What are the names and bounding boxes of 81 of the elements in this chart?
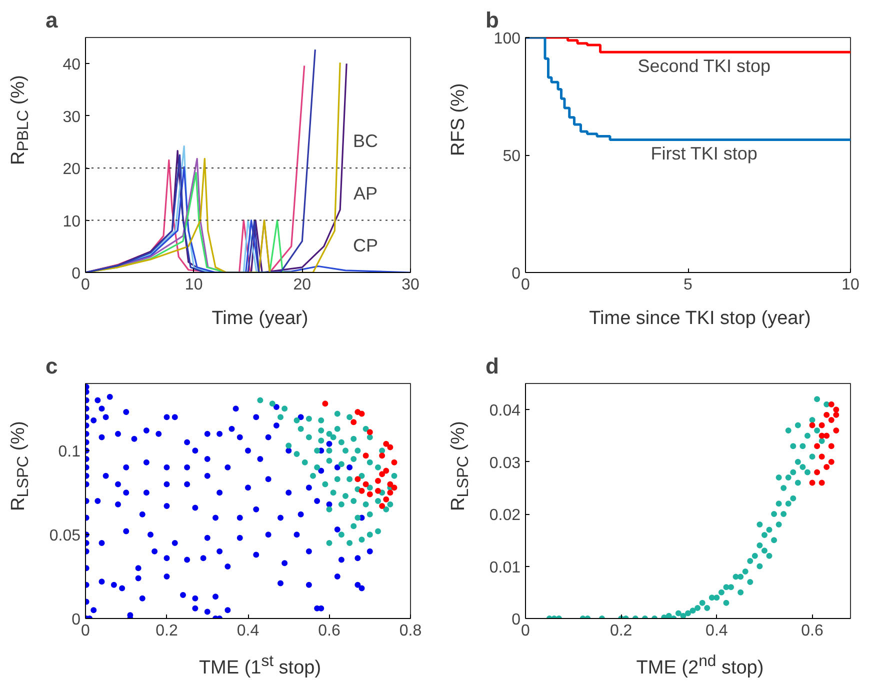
y-tick-label: 0 <box>512 612 521 628</box>
point <box>383 440 390 447</box>
x-tick-label: 5 <box>684 276 693 294</box>
point <box>818 454 825 460</box>
point <box>366 491 373 498</box>
x-axis-title: Time (year) <box>210 307 310 331</box>
x-tick-label: 0.6 <box>318 622 340 640</box>
y-tick-label: 0 <box>72 266 81 282</box>
point <box>379 503 386 510</box>
x-tick-label: 0.4 <box>706 622 728 640</box>
series-label: First TKI stop <box>650 144 758 164</box>
point <box>828 443 834 450</box>
chart-title: d <box>486 354 499 378</box>
chart-title: c <box>46 354 58 378</box>
point <box>828 417 834 424</box>
point <box>387 481 394 488</box>
point <box>350 419 357 426</box>
x-tick-label: 0.2 <box>156 622 178 640</box>
point <box>818 422 825 428</box>
point <box>833 406 840 413</box>
point <box>362 452 369 459</box>
point <box>358 488 365 494</box>
point <box>809 422 816 428</box>
point <box>809 480 816 486</box>
point <box>362 481 369 488</box>
point <box>391 484 398 491</box>
annotation: CP <box>353 236 378 256</box>
point <box>383 468 390 474</box>
y-tick-label: 100 <box>494 30 521 48</box>
y-tick-label: 40 <box>62 56 81 74</box>
x-tick-label: 0.8 <box>399 622 422 640</box>
x-tick-label: 30 <box>402 276 420 294</box>
y-tick-label: 0.03 <box>489 454 521 472</box>
chart-title: b <box>486 8 499 32</box>
y-tick-label: 0 <box>512 266 521 282</box>
y-tick-label: 0.05 <box>49 528 81 545</box>
chart-title: a <box>46 8 58 32</box>
y-tick-label: 0.1 <box>58 444 81 461</box>
point <box>814 469 820 476</box>
x-tick-label: 20 <box>293 276 312 294</box>
y-tick-label: 50 <box>502 148 521 165</box>
y-tick-label: 0.02 <box>489 507 521 524</box>
point <box>824 412 830 418</box>
x-tick-label: 10 <box>842 276 860 294</box>
x-tick-label: 0.2 <box>610 622 632 640</box>
x-tick-label: 10 <box>184 276 203 294</box>
annotation: AP <box>353 183 378 204</box>
y-tick-label: 20 <box>62 161 81 178</box>
y-axis-title: RFS (%) <box>447 82 470 158</box>
point <box>387 444 394 450</box>
x-tick-label: 0.6 <box>801 622 824 640</box>
point <box>383 496 390 502</box>
point <box>387 490 394 496</box>
point <box>379 471 386 478</box>
point <box>833 412 840 418</box>
point <box>814 443 820 450</box>
x-axis-title: Time since TKI stop (year) <box>588 307 812 331</box>
x-axis-title: TME (2$^{nd}$ stop) <box>635 652 765 680</box>
x-axis-title: TME (1$^{st}$ stop) <box>198 652 322 680</box>
annotation: BC <box>353 131 378 152</box>
y-tick-label: 0 <box>72 612 81 628</box>
point <box>375 488 381 494</box>
point <box>354 476 361 482</box>
x-tick-label: 0.4 <box>236 622 260 640</box>
point <box>391 459 398 466</box>
point <box>828 401 834 408</box>
point <box>366 429 373 436</box>
series-label: Second TKI stop <box>638 56 770 76</box>
y-tick-label: 30 <box>62 108 81 126</box>
y-tick-label: 10 <box>62 213 81 230</box>
point <box>358 410 365 417</box>
point <box>818 480 825 486</box>
point <box>379 452 386 459</box>
point <box>824 432 830 439</box>
point <box>375 478 381 484</box>
point <box>833 428 840 434</box>
y-tick-label: 0.04 <box>489 402 521 420</box>
point <box>322 400 328 407</box>
point <box>828 458 834 465</box>
point <box>824 464 830 470</box>
y-tick-label: 0.01 <box>489 559 521 576</box>
